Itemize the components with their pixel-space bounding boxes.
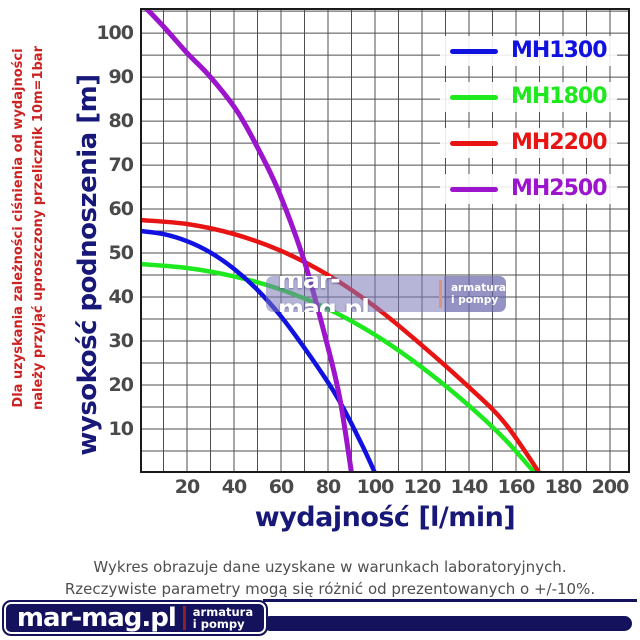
brand-rule-thin xyxy=(263,599,637,602)
brand-logo-divider xyxy=(182,606,186,630)
pressure-conversion-note: Dla uzyskania zależności ciśnienia od wy… xyxy=(9,23,51,433)
watermark-tagline-1: armatura xyxy=(450,282,506,294)
x-tick-label: 40 xyxy=(221,476,247,498)
note-line-2: należy przyjąć uproszczony przelicznik 1… xyxy=(31,46,46,410)
curve-MH1300 xyxy=(140,228,378,473)
brand-rule-bar xyxy=(266,616,632,631)
legend-swatch-MH1800 xyxy=(450,94,498,100)
legend-item-MH2500: MH2500 xyxy=(440,174,617,204)
brand-logo-tagline-2: i pompy xyxy=(192,617,245,631)
watermark-divider xyxy=(438,280,442,308)
watermark-brand: mar-mag.pl xyxy=(278,276,370,312)
legend-label-MH1800: MH1800 xyxy=(511,84,608,109)
y-tick-label: 10 xyxy=(108,418,134,440)
watermark-tagline: armatura i pompy xyxy=(443,276,506,312)
y-tick-label: 90 xyxy=(108,66,134,88)
plot-area: MH1300 MH1800 MH2200 MH2500 mar-mag.pl arma… xyxy=(140,8,630,473)
y-tick-label: 80 xyxy=(108,110,134,132)
y-tick-label: 60 xyxy=(108,198,134,220)
brand-logo-tagline-1: armatura xyxy=(192,604,254,619)
legend-item-MH1300: MH1300 xyxy=(440,36,617,66)
legend-item-MH1800: MH1800 xyxy=(440,82,617,112)
legend-label-MH2500: MH2500 xyxy=(511,176,608,201)
watermark: mar-mag.pl armatura i pompy xyxy=(266,276,506,312)
legend-swatch-MH1300 xyxy=(450,48,498,54)
legend-label-MH2200: MH2200 xyxy=(511,130,608,155)
brand-logo: mar-mag.pl armatura i pompy xyxy=(2,600,268,636)
disclaimer-line-1: Wykres obrazuje dane uzyskane w warunkac… xyxy=(93,558,567,576)
brand-logo-name: mar-mag.pl xyxy=(16,603,177,633)
x-tick-label: 180 xyxy=(544,476,583,498)
plot-border xyxy=(140,8,630,473)
y-tick-label: 40 xyxy=(108,286,134,308)
watermark-tagline-2: i pompy xyxy=(450,294,499,306)
y-tick-label: 70 xyxy=(108,154,134,176)
disclaimer: Wykres obrazuje dane uzyskane w warunkac… xyxy=(40,556,620,600)
chart-canvas xyxy=(140,8,630,473)
curve-MH2500 xyxy=(143,8,354,473)
y-tick-label: 50 xyxy=(108,242,134,264)
legend-swatch-MH2500 xyxy=(450,186,498,192)
curve-MH2200 xyxy=(140,217,542,473)
y-tick-label: 30 xyxy=(108,330,134,352)
x-tick-label: 20 xyxy=(174,476,200,498)
y-tick-label: 100 xyxy=(96,22,134,44)
x-tick-label: 120 xyxy=(403,476,442,498)
disclaimer-line-2: Rzeczywiste parametry mogą się różnić od… xyxy=(64,580,596,598)
note-line-1: Dla uzyskania zależności ciśnienia od wy… xyxy=(11,48,26,408)
x-tick-label: 160 xyxy=(497,476,536,498)
x-tick-label: 200 xyxy=(591,476,630,498)
x-tick-label: 60 xyxy=(268,476,294,498)
brand-logo-tagline: armatura i pompy xyxy=(192,604,254,631)
x-axis-label: wydajność [l/min] xyxy=(254,502,516,533)
legend-label-MH1300: MH1300 xyxy=(511,38,608,63)
legend-swatch-MH2200 xyxy=(450,140,498,146)
legend-item-MH2200: MH2200 xyxy=(440,128,617,158)
y-tick-label: 20 xyxy=(108,374,134,396)
x-tick-label: 100 xyxy=(356,476,395,498)
x-tick-label: 140 xyxy=(450,476,489,498)
x-tick-label: 80 xyxy=(315,476,341,498)
curve-MH1800 xyxy=(140,261,538,473)
